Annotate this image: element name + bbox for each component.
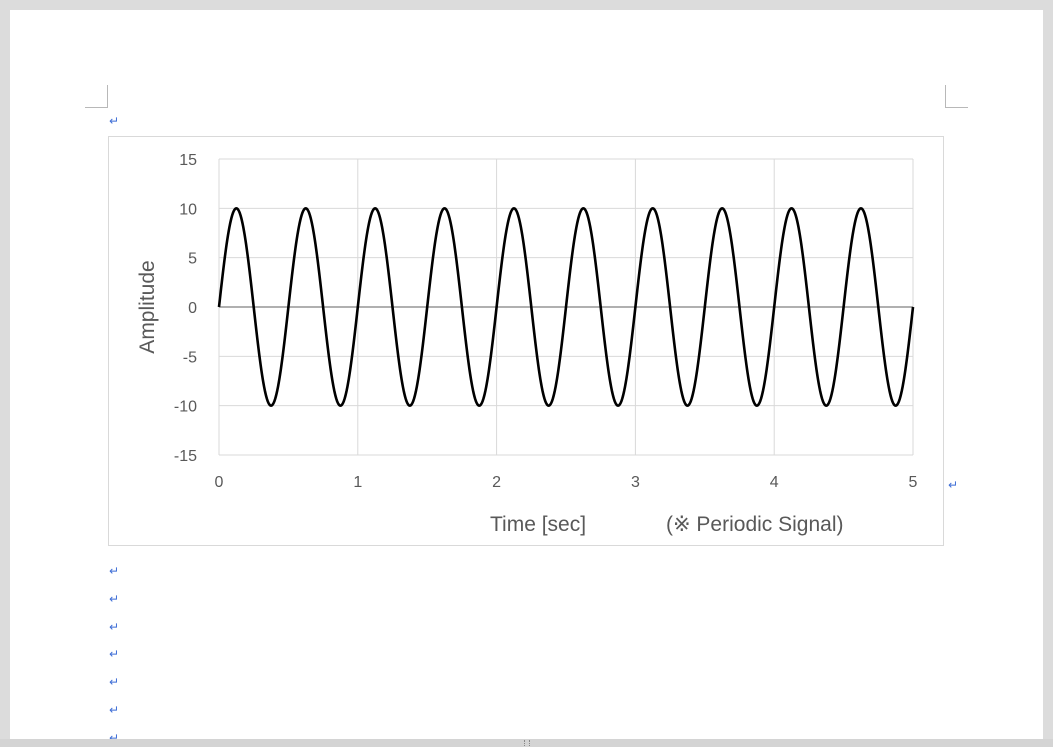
paragraph-mark-icon: ↵ xyxy=(109,730,120,745)
x-tick-label: 4 xyxy=(770,474,779,491)
x-tick-label: 0 xyxy=(215,474,224,491)
chart-frame[interactable]: 15 10 5 0 -5 -10 -15 0 1 2 3 4 5 Amplitude Time [sec] (… xyxy=(108,136,944,546)
paragraph-mark-icon: ↵ xyxy=(109,619,120,634)
paragraph-mark-icon: ↵ xyxy=(109,675,120,690)
y-tick-label: 5 xyxy=(188,251,197,268)
x-tick-label: 5 xyxy=(909,474,918,491)
split-handle[interactable] xyxy=(524,740,530,746)
x-tick-label: 3 xyxy=(631,474,640,491)
y-tick-label: -10 xyxy=(174,399,197,416)
top-right-margin-mark xyxy=(945,85,968,108)
y-tick-label: -15 xyxy=(174,448,197,465)
y-tick-label: 10 xyxy=(179,201,197,218)
paragraph-mark-icon: ↵ xyxy=(109,564,120,578)
line-chart: 15 10 5 0 -5 -10 -15 0 1 2 3 4 5 Amplitude Time [sec] (… xyxy=(136,152,918,536)
paragraph-mark-icon: ↵ xyxy=(109,703,120,717)
chart-annotation: (※ Periodic Signal) xyxy=(666,513,844,536)
window-bottom-bar xyxy=(0,739,1053,747)
series-line xyxy=(217,207,915,407)
paragraph-mark-icon: ↵ xyxy=(109,647,120,662)
document-page[interactable]: ↵ 15 10 5 0 -5 -10 -15 0 1 2 3 4 5 Amplitude Time [sec… xyxy=(10,10,1043,744)
paragraph-mark-icon: ↵ xyxy=(109,591,120,606)
y-tick-label: 0 xyxy=(188,300,197,317)
y-axis-label: Amplitude xyxy=(136,260,159,353)
y-tick-label: -5 xyxy=(183,349,197,366)
paragraph-mark-icon: ↵ xyxy=(109,114,120,128)
x-tick-label: 1 xyxy=(353,474,362,491)
x-tick-label: 2 xyxy=(492,474,501,491)
paragraph-mark-icon: ↵ xyxy=(948,478,959,492)
top-left-margin-mark xyxy=(85,85,108,108)
x-axis-label: Time [sec] xyxy=(490,513,586,536)
y-tick-label: 15 xyxy=(179,152,197,169)
